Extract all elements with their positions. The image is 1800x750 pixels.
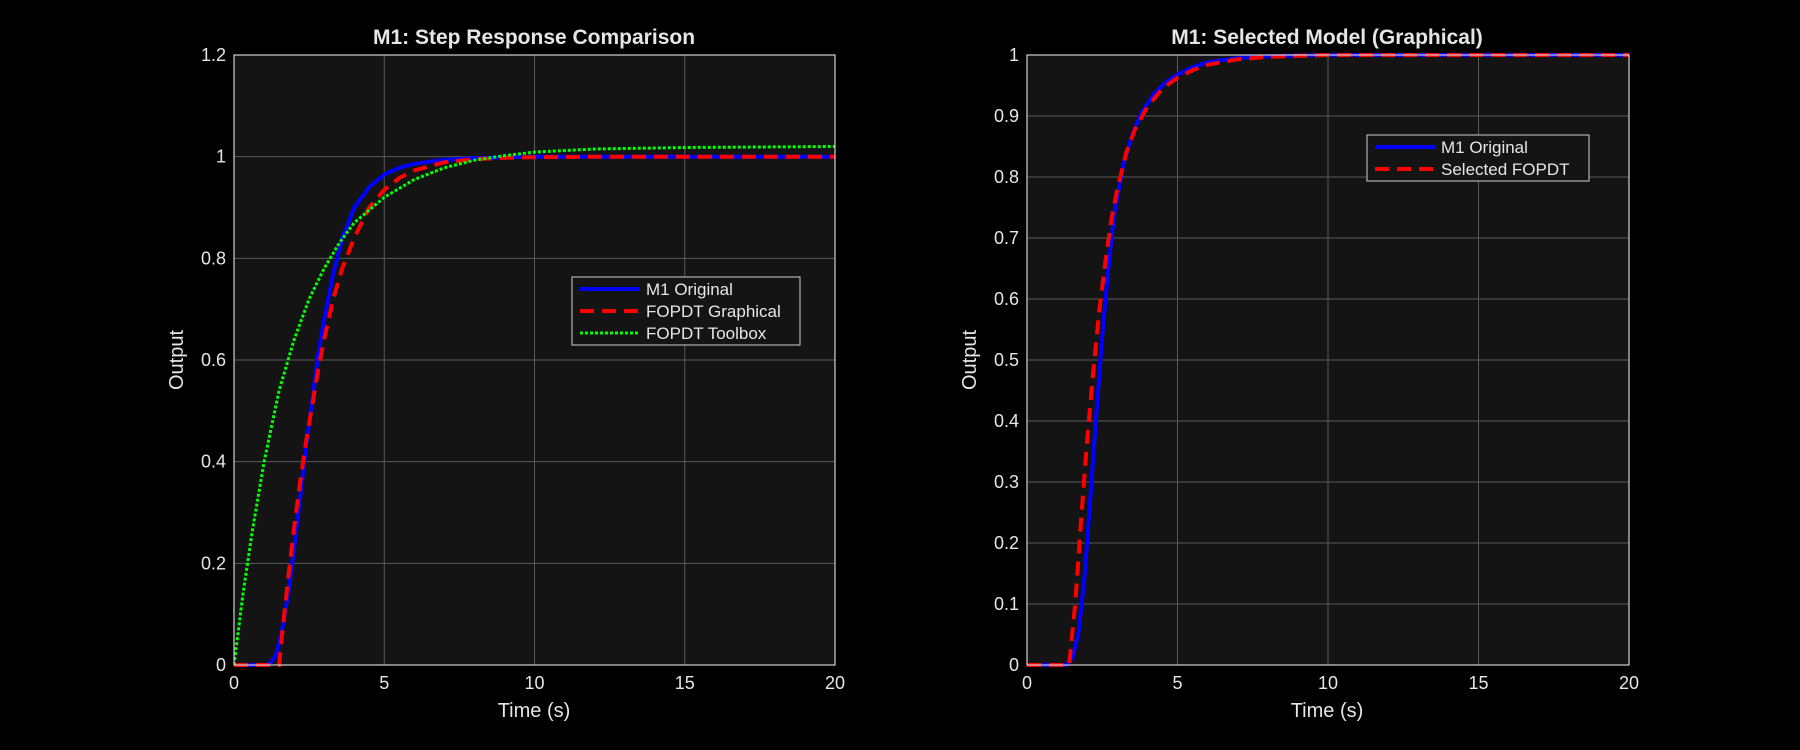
y-tick-label: 0.6 [994, 289, 1019, 309]
x-tick-label: 15 [1468, 673, 1488, 693]
y-axis-label: Output [959, 330, 981, 390]
y-tick-label: 0.3 [994, 472, 1019, 492]
chart-title: M1: Selected Model (Graphical) [1171, 26, 1483, 49]
y-tick-label: 0.2 [201, 553, 226, 573]
x-tick-label: 10 [1318, 673, 1338, 693]
y-tick-label: 1.2 [201, 45, 226, 65]
legend-entry: FOPDT Toolbox [646, 324, 767, 343]
y-tick-label: 0.8 [201, 248, 226, 268]
chart-title: M1: Step Response Comparison [373, 26, 695, 49]
y-tick-label: 0.6 [201, 350, 226, 370]
y-tick-label: 1 [216, 147, 226, 167]
x-axis-label: Time (s) [1291, 700, 1364, 722]
x-tick-label: 10 [524, 673, 544, 693]
axes-frame [1026, 54, 1630, 666]
legend-box [1366, 134, 1590, 182]
y-tick-label: 0.4 [994, 411, 1019, 431]
y-tick-label: 0 [216, 655, 226, 675]
y-tick-label: 0 [1009, 655, 1019, 675]
legend-entry: FOPDT Graphical [646, 302, 781, 321]
y-tick-label: 0.4 [201, 452, 226, 472]
x-tick-label: 20 [825, 673, 845, 693]
axes-frame [233, 54, 836, 666]
legend: M1 Original FOPDT Graphical FOPDT Toolbox [571, 276, 801, 346]
x-tick-label: 15 [675, 673, 695, 693]
chart-step-response-comparison: M1: Step Response Comparison Time (s) Ou… [166, 26, 845, 722]
legend-entry: Selected FOPDT [1441, 160, 1570, 179]
y-tick-label: 0.2 [994, 533, 1019, 553]
series-line-fopdt-graphical [234, 154, 835, 667]
legend-entry: M1 Original [646, 280, 733, 299]
y-tick-label: 0.5 [994, 350, 1019, 370]
legend: M1 Original Selected FOPDT [1366, 134, 1590, 182]
x-tick-label: 20 [1619, 673, 1639, 693]
x-axis-label: Time (s) [498, 700, 571, 722]
series-line-selected-fopdt [1027, 53, 1629, 667]
chart-selected-model-graphical: M1: Selected Model (Graphical) Time (s) … [959, 26, 1639, 722]
series-line-fopdt-toolbox [234, 145, 835, 666]
x-tick-label: 0 [229, 673, 239, 693]
x-tick-label: 5 [379, 673, 389, 693]
legend-entry: M1 Original [1441, 138, 1528, 157]
x-tick-label: 5 [1172, 673, 1182, 693]
y-tick-label: 0.1 [994, 594, 1019, 614]
x-tick-label: 0 [1022, 673, 1032, 693]
y-tick-label: 1 [1009, 45, 1019, 65]
y-tick-label: 0.7 [994, 228, 1019, 248]
y-tick-label: 0.8 [994, 167, 1019, 187]
y-axis-label: Output [166, 330, 188, 390]
y-tick-label: 0.9 [994, 106, 1019, 126]
